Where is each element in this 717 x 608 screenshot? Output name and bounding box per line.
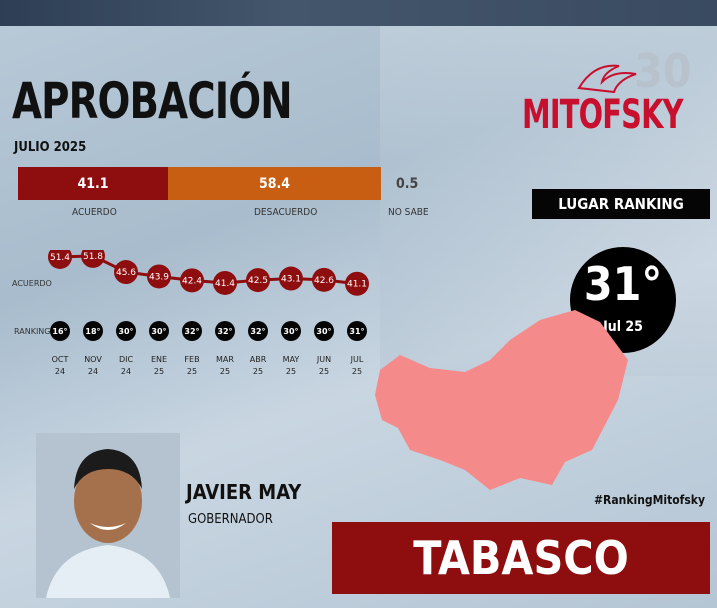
- ranking-badge: [248, 321, 268, 341]
- hashtag: #RankingMitofsky: [594, 493, 705, 507]
- acuerdo-point-label: 43.1: [281, 275, 301, 285]
- year-tick-label: 25: [187, 367, 197, 376]
- year-tick-label: 24: [88, 367, 98, 376]
- desacuerdo-bar: 58.4: [168, 167, 381, 200]
- ranking-badge: [314, 321, 334, 341]
- ranking-badge-label: 30°: [283, 327, 298, 336]
- acuerdo-point-label: 41.4: [215, 279, 235, 289]
- acuerdo-point: [114, 260, 138, 285]
- acuerdo-point: [246, 268, 270, 293]
- month-tick-label: OCT: [52, 355, 69, 364]
- period-label: JULIO 2025: [14, 140, 87, 155]
- ranking-badge-label: 18°: [85, 327, 100, 336]
- month-tick-label: NOV: [84, 355, 102, 364]
- acuerdo-point: [81, 250, 105, 268]
- year-tick-label: 25: [154, 367, 164, 376]
- year-tick-label: 25: [220, 367, 230, 376]
- month-tick-label: FEB: [184, 355, 199, 364]
- ranking-badge-label: 30°: [118, 327, 133, 336]
- no-sabe-value: 0.5: [396, 176, 419, 192]
- month-tick-label: MAR: [216, 355, 234, 364]
- month-tick-label: JUL: [350, 355, 364, 364]
- acuerdo-point: [345, 271, 369, 296]
- acuerdo-point-label: 45.6: [116, 268, 136, 278]
- acuerdo-point: [48, 250, 72, 269]
- mitofsky-logo: 30 MITOFSKY: [522, 44, 702, 144]
- tabasco-map: [375, 310, 628, 490]
- current-rank-date: Jul 25: [603, 319, 643, 335]
- month-tick-label: DIC: [119, 355, 134, 364]
- acuerdo-point-label: 42.6: [314, 276, 334, 286]
- month-tick-label: JUN: [316, 355, 331, 364]
- year-tick-label: 25: [319, 367, 329, 376]
- acuerdo-point-label: 41.1: [347, 280, 367, 290]
- state-banner: TABASCO: [332, 522, 710, 594]
- month-tick-label: ENE: [151, 355, 167, 364]
- year-tick-label: 25: [253, 367, 263, 376]
- ranking-badge-label: 32°: [184, 327, 199, 336]
- page-title: APROBACIÓN: [12, 72, 293, 130]
- ranking-badge-label: 32°: [217, 327, 232, 336]
- year-tick-label: 25: [286, 367, 296, 376]
- governor-photo: [36, 433, 180, 598]
- acuerdo-point: [180, 268, 204, 293]
- acuerdo-point: [312, 267, 336, 292]
- ranking-badge: [182, 321, 202, 341]
- approval-trend-chart: ACUERDO RANKING 51.4 16° OCT 24 51.8 18° NOV 24 45…: [12, 250, 369, 376]
- ranking-badge-label: 30°: [151, 327, 166, 336]
- lugar-ranking-header: LUGAR RANKING: [532, 189, 710, 219]
- ranking-badge-label: 16°: [52, 327, 67, 336]
- top-band: [0, 0, 717, 26]
- year-tick-label: 25: [352, 367, 362, 376]
- ranking-badge: [116, 321, 136, 341]
- month-tick-label: ABR: [250, 355, 267, 364]
- acuerdo-point: [213, 270, 237, 295]
- ranking-badge: [215, 321, 235, 341]
- acuerdo-bar: 41.1: [18, 167, 168, 200]
- ranking-badge-label: 30°: [316, 327, 331, 336]
- ranking-badge: [347, 321, 367, 341]
- person-name: JAVIER MAY: [186, 480, 302, 504]
- logo-wordmark: MITOFSKY: [522, 92, 683, 138]
- ranking-badge: [149, 321, 169, 341]
- ranking-badge: [50, 321, 70, 341]
- desacuerdo-label: DESACUERDO: [254, 207, 318, 218]
- acuerdo-trend-line: [59, 254, 358, 286]
- current-rank-value: 31°: [583, 257, 663, 311]
- logo-emblem-icon: [577, 64, 637, 94]
- ranking-badge-label: 32°: [250, 327, 265, 336]
- ranking-row-label: RANKING: [14, 327, 50, 336]
- acuerdo-point-label: 42.5: [248, 276, 268, 286]
- acuerdo-point: [279, 266, 303, 291]
- current-rank-badge: 31° Jul 25: [570, 247, 676, 353]
- year-tick-label: 24: [55, 367, 65, 376]
- acuerdo-row-label: ACUERDO: [12, 279, 52, 288]
- acuerdo-point-label: 51.8: [83, 252, 103, 262]
- no-sabe-label: NO SABE: [388, 207, 429, 218]
- acuerdo-label: ACUERDO: [72, 207, 117, 218]
- month-tick-label: MAY: [283, 355, 300, 364]
- acuerdo-point-label: 43.9: [149, 272, 169, 282]
- ranking-badge: [281, 321, 301, 341]
- acuerdo-point-label: 42.4: [182, 276, 202, 286]
- acuerdo-point: [147, 264, 171, 289]
- ranking-badge: [83, 321, 103, 341]
- person-role: GOBERNADOR: [188, 512, 273, 527]
- year-tick-label: 24: [121, 367, 131, 376]
- ranking-badge-label: 31°: [349, 327, 364, 336]
- logo-anniversary: 30: [634, 44, 692, 98]
- acuerdo-point-label: 51.4: [50, 253, 70, 263]
